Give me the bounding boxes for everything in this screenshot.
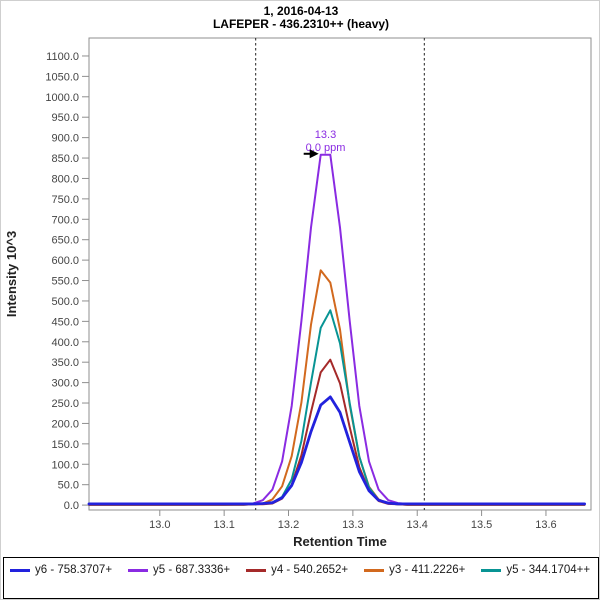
chart-title-line2: LAFEPER - 436.2310++ (heavy) [212,17,390,31]
legend-label: y4 - 540.2652+ [271,564,349,576]
y-axis-tick-label: 700.0 [51,214,79,226]
y-axis-tick-label: 1050.0 [45,71,79,83]
legend-item-y5b: y5 - 344.1704++ [481,561,590,579]
x-axis-tick-label: 13.0 [149,519,170,531]
legend-swatch [364,568,385,572]
legend-item-y4: y4 - 540.2652+ [246,561,348,579]
y-axis-tick-label: 1000.0 [45,92,79,104]
y-axis-tick-label: 500.0 [51,296,79,308]
legend-swatch [10,568,30,572]
y-axis-tick-label: 450.0 [51,316,79,328]
x-axis-tick-label: 13.2 [278,519,299,531]
peak-rt-label: 13.3 [315,129,336,141]
x-axis-tick-label: 13.6 [535,519,556,531]
y-axis-tick-label: 0.0 [64,500,79,512]
plot-area[interactable] [88,37,592,511]
x-axis-tick-label: 13.1 [213,519,234,531]
chromatogram-trace-y6 [87,395,586,506]
y-axis-tick-label: 250.0 [51,398,79,410]
y-axis-tick-label: 950.0 [51,112,79,124]
y-axis-title: Intensity 10^3 [4,231,19,317]
y-axis-tick-label: 800.0 [51,173,79,185]
legend-swatch [246,568,267,572]
y-axis-tick-label: 400.0 [51,337,79,349]
legend-label: y5 - 687.3336+ [153,564,231,576]
peak-ppm-label: 0.0 ppm [306,142,346,154]
legend: y6 - 758.3707+ y5 - 687.3336+ y4 - 540.265… [3,557,599,599]
legend-swatch [128,568,149,572]
legend-swatch [481,568,502,572]
y-axis-tick-label: 200.0 [51,418,79,430]
x-axis-tick-label: 13.4 [407,519,428,531]
y-axis-tick-label: 100.0 [51,459,79,471]
legend-label: y5 - 344.1704++ [506,564,591,576]
x-axis-tick-label: 13.5 [471,519,492,531]
y-axis-tick-label: 650.0 [51,235,79,247]
legend-item-y5: y5 - 687.3336+ [128,561,230,579]
y-axis-tick-label: 1100.0 [46,51,79,63]
y-axis-tick-label: 600.0 [51,255,79,267]
y-axis-tick-label: 50.0 [58,480,79,492]
y-axis-tick-label: 300.0 [51,378,79,390]
peak-arrow-icon [309,149,319,159]
y-axis-tick-label: 550.0 [51,276,79,288]
y-axis-tick-label: 350.0 [51,357,79,369]
legend-label: y6 - 758.3707+ [35,564,113,576]
chromatogram-chart: Intensity 10^3 Retention Time 0.0 50.0 100… [4,37,592,549]
y-axis-tick-label: 750.0 [51,194,79,206]
legend-label: y3 - 411.2226+ [389,564,466,576]
y-axis-tick-label: 900.0 [51,133,79,145]
y-axis-tick-label: 150.0 [51,439,79,451]
chart-title-line1: 1, 2016-04-13 [263,4,339,18]
x-axis-tick-label: 13.3 [342,519,363,531]
x-axis-title: Retention Time [293,534,387,549]
y-axis-tick-label: 850.0 [51,153,79,165]
legend-item-y6: y6 - 758.3707+ [10,561,112,579]
legend-item-y3: y3 - 411.2226+ [364,561,465,579]
